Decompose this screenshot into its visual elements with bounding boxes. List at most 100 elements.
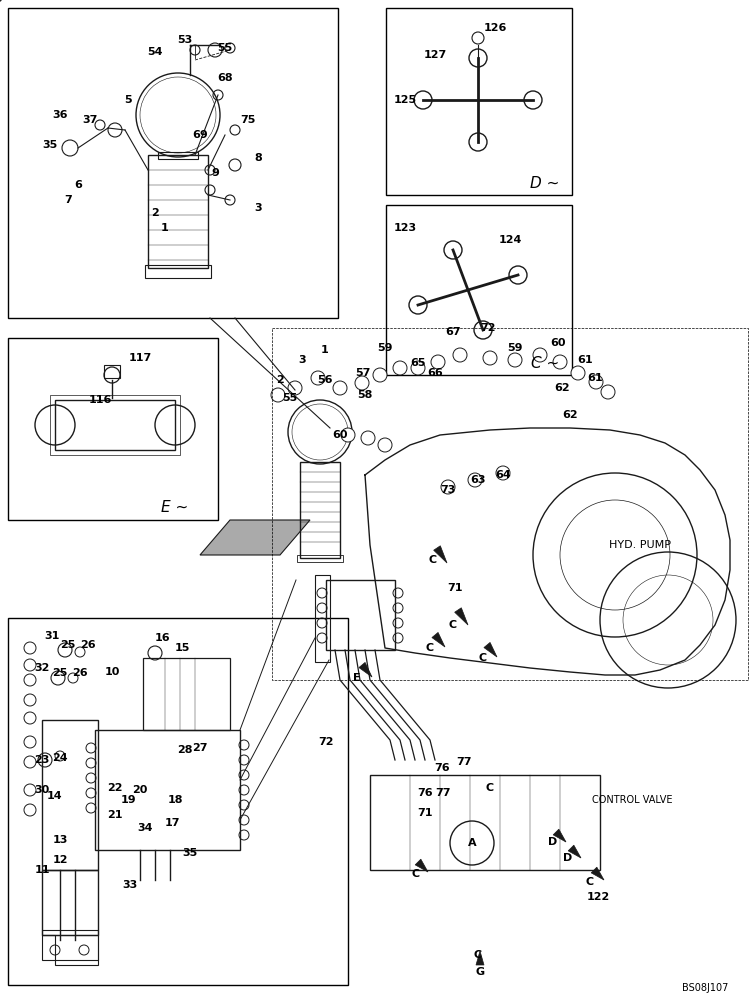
Bar [8,618,348,985]
Text: 62: 62 [554,383,570,393]
Circle shape [333,381,347,395]
Text: 21: 21 [107,810,122,820]
Text: 127: 127 [423,50,447,60]
Text: 77: 77 [457,757,472,767]
Circle shape [271,388,285,402]
Circle shape [24,712,36,724]
Circle shape [431,355,445,369]
Text: 22: 22 [107,783,122,793]
Text: 125: 125 [393,95,417,105]
Text: 19: 19 [120,795,136,805]
Text: C: C [474,950,482,960]
Circle shape [288,381,302,395]
Text: 13: 13 [52,835,68,845]
Circle shape [509,266,527,284]
Circle shape [496,466,510,480]
Text: 5: 5 [124,95,132,105]
Polygon shape [454,608,468,625]
Text: D: D [563,853,572,863]
Text: 24: 24 [52,753,68,763]
Bar [386,205,572,375]
Text: 2: 2 [151,208,159,218]
Text: 2: 2 [276,375,284,385]
Text: 23: 23 [34,755,50,765]
Text: 123: 123 [393,223,417,233]
Polygon shape [200,520,310,555]
Circle shape [393,361,407,375]
Text: 34: 34 [138,823,153,833]
Text: 55: 55 [283,393,298,403]
Circle shape [533,348,547,362]
Text: 76: 76 [417,788,433,798]
Polygon shape [476,951,484,965]
Text: 68: 68 [217,73,233,83]
Polygon shape [434,546,447,563]
Text: 122: 122 [587,892,609,902]
Text: 3: 3 [298,355,306,365]
Text: 28: 28 [177,745,193,755]
Text: 1: 1 [321,345,329,355]
Text: E ~: E ~ [161,499,189,514]
Bar [8,8,338,318]
Text: 12: 12 [52,855,68,865]
Text: 126: 126 [483,23,507,33]
Circle shape [24,642,36,654]
Circle shape [355,376,369,390]
Text: 65: 65 [411,358,426,368]
Text: 6: 6 [74,180,82,190]
Circle shape [24,784,36,796]
Text: 60: 60 [332,430,348,440]
Text: 55: 55 [218,43,233,53]
Polygon shape [359,662,372,677]
Text: 27: 27 [192,743,208,753]
Text: 30: 30 [34,785,50,795]
Text: 20: 20 [132,785,147,795]
Text: 72: 72 [480,323,496,333]
Text: 31: 31 [45,631,60,641]
Text: 58: 58 [358,390,373,400]
Circle shape [441,480,455,494]
Text: 71: 71 [448,583,463,593]
Text: A: A [468,838,476,848]
Circle shape [341,428,355,442]
Text: 7: 7 [64,195,72,205]
Polygon shape [553,829,566,842]
Circle shape [469,49,487,67]
Text: 57: 57 [355,368,370,378]
Text: 32: 32 [34,663,50,673]
Text: 18: 18 [167,795,183,805]
Text: C: C [412,869,420,879]
Circle shape [571,366,585,380]
Text: 25: 25 [60,640,76,650]
Text: 56: 56 [318,375,333,385]
Text: 59: 59 [507,343,522,353]
Circle shape [361,431,375,445]
Text: 9: 9 [211,168,219,178]
Circle shape [453,348,467,362]
Bar [272,328,748,680]
Text: E: E [353,673,361,683]
Polygon shape [415,859,428,872]
Text: 66: 66 [427,368,443,378]
Text: 76: 76 [434,763,450,773]
Circle shape [311,371,325,385]
Circle shape [589,375,603,389]
Text: G: G [476,967,485,977]
Text: D: D [548,837,558,847]
Circle shape [468,473,482,487]
Text: 69: 69 [192,130,208,140]
Text: 15: 15 [175,643,190,653]
Text: 3: 3 [254,203,262,213]
Text: 63: 63 [470,475,486,485]
Text: C: C [449,620,457,630]
Text: 36: 36 [52,110,68,120]
Text: 64: 64 [495,470,511,480]
Text: C: C [429,555,437,565]
Text: 59: 59 [377,343,393,353]
Circle shape [24,736,36,748]
Text: 37: 37 [82,115,98,125]
Text: 53: 53 [178,35,193,45]
Circle shape [24,756,36,768]
Bar [386,8,572,195]
Circle shape [553,355,567,369]
